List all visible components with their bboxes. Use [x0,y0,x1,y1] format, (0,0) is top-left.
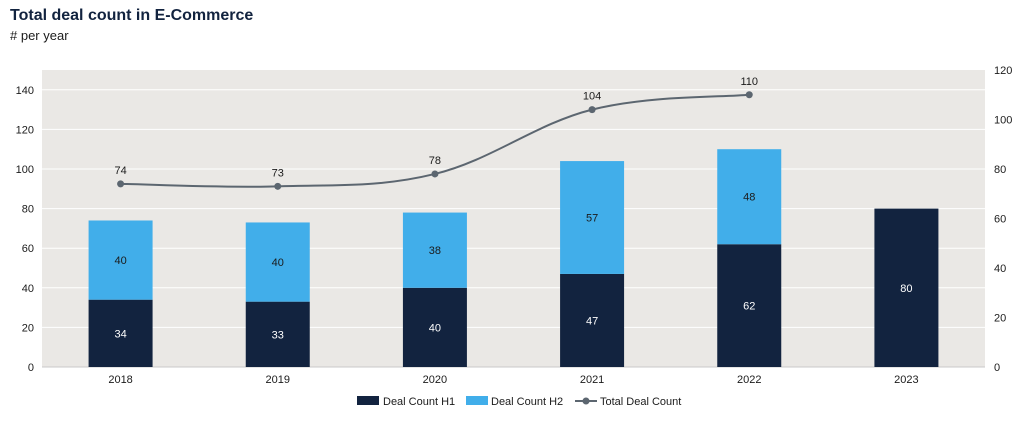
legend-label-h1: Deal Count H1 [383,396,455,408]
bar-h2-2021 [560,161,625,274]
x-tick-label: 2019 [266,374,290,386]
y-left-tick-label: 120 [16,124,34,136]
x-tick-label: 2018 [108,374,132,386]
y-left-tick-label: 40 [22,283,34,295]
x-tick-label: 2022 [737,374,761,386]
bar-value-label: 57 [586,213,598,225]
y-right-tick-label: 40 [994,263,1006,275]
y-right-tick-label: 20 [994,313,1006,325]
y-right-tick-label: 80 [994,164,1006,176]
total-value-label: 104 [583,91,601,103]
y-left-tick-label: 60 [22,243,34,255]
bar-value-label: 40 [272,257,284,269]
bar-h1-2022 [717,244,782,367]
bar-h1-2019 [245,301,310,367]
bar-h1-2023 [874,208,939,367]
total-value-label: 110 [740,76,758,88]
total-deal-count-point [745,91,753,99]
bar-value-label: 33 [272,329,284,341]
y-left-tick-label: 80 [22,204,34,216]
total-value-label: 73 [272,167,284,179]
legend-label-total: Total Deal Count [600,396,681,408]
total-deal-count-point [117,180,125,188]
chart-title: Total deal count in E-Commerce [10,7,254,24]
y-left-tick-label: 20 [22,322,34,334]
bar-value-label: 40 [114,255,126,267]
y-right-tick-label: 0 [994,362,1000,374]
bar-h2-2020 [402,212,467,288]
bar-value-label: 80 [900,283,912,295]
y-right-tick-label: 60 [994,214,1006,226]
bar-h1-2020 [402,287,467,367]
legend-marker-total [582,397,590,405]
x-tick-label: 2021 [580,374,604,386]
bar-value-label: 47 [586,315,598,327]
legend-swatch-h1 [357,396,379,405]
bar-h1-2021 [560,273,625,367]
total-deal-count-point [431,170,439,178]
bar-h2-2022 [717,149,782,245]
y-right-tick-label: 120 [994,65,1012,77]
x-tick-label: 2020 [423,374,447,386]
bar-h2-2018 [88,220,153,300]
bar-value-label: 38 [429,245,441,257]
bar-value-label: 62 [743,301,755,313]
bar-h2-2019 [245,222,310,302]
bar-h1-2018 [88,299,153,367]
total-deal-count-point [274,182,282,190]
x-tick-label: 2023 [894,374,918,386]
total-deal-count-point [588,106,596,114]
y-left-tick-label: 0 [28,362,34,374]
bar-value-label: 34 [114,328,126,340]
bar-value-label: 48 [743,192,755,204]
plot-area [42,70,985,367]
chart-subtitle: # per year [10,28,69,43]
legend-label-h2: Deal Count H2 [491,396,563,408]
y-right-tick-label: 100 [994,115,1012,127]
total-value-label: 78 [429,155,441,167]
bar-value-label: 40 [429,322,441,334]
total-value-label: 74 [114,165,126,177]
y-left-tick-label: 100 [16,164,34,176]
legend-swatch-h2 [466,396,488,405]
y-left-tick-label: 140 [16,85,34,97]
